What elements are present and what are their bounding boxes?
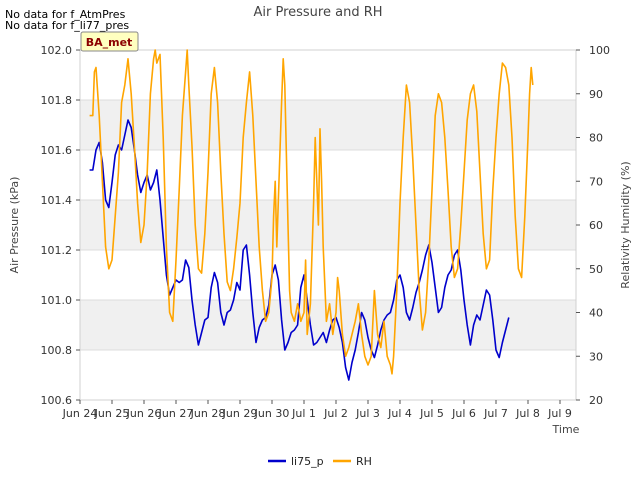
y-right-tick-label-1: 30 bbox=[589, 350, 603, 363]
x-tick-label-11: Jul 5 bbox=[419, 407, 444, 420]
x-tick-label-5: Jun 29 bbox=[222, 407, 258, 420]
y-axis-label-left: Air Pressure (kPa) bbox=[8, 177, 21, 274]
legend: li75_p RH bbox=[268, 455, 372, 468]
series-line-rh bbox=[89, 49, 534, 375]
x-tick-label-4: Jun 28 bbox=[190, 407, 226, 420]
x-tick-label-10: Jul 4 bbox=[387, 407, 412, 420]
y-left-tick-label-0: 100.6 bbox=[41, 394, 73, 407]
x-tick-label-9: Jul 3 bbox=[355, 407, 380, 420]
y-axis-label-right: Relativity Humidity (%) bbox=[619, 161, 632, 288]
x-tick-label-2: Jun 26 bbox=[126, 407, 162, 420]
y-left-tick-label-2: 101.0 bbox=[41, 294, 73, 307]
no-data-note-li77: No data for f_li77_pres bbox=[5, 19, 129, 32]
x-tick-label-8: Jul 2 bbox=[323, 407, 348, 420]
x-tick-label-3: Jun 27 bbox=[158, 407, 194, 420]
y-left-tick-label-1: 100.8 bbox=[41, 344, 73, 357]
axes: 100.6 100.8 101.0 101.2 101.4 101.6 101.8 102.0… bbox=[41, 44, 611, 420]
y-left-tick-label-5: 101.6 bbox=[41, 144, 73, 157]
x-tick-label-15: Jul 9 bbox=[547, 407, 572, 420]
y-right-tick-label-6: 80 bbox=[589, 132, 603, 145]
legend-label-rh: RH bbox=[356, 455, 372, 468]
x-tick-label-14: Jul 8 bbox=[515, 407, 540, 420]
y-left-tick-label-7: 102.0 bbox=[41, 44, 73, 57]
no-data-note-atmpres: No data for f_AtmPres bbox=[5, 8, 126, 21]
y-right-tick-label-8: 100 bbox=[589, 44, 610, 57]
y-right-tick-label-2: 40 bbox=[589, 307, 603, 320]
y-right-tick-label-5: 70 bbox=[589, 175, 603, 188]
x-tick-label-0: Jun 24 bbox=[62, 407, 98, 420]
x-tick-label-12: Jul 6 bbox=[451, 407, 476, 420]
legend-label-li75-p: li75_p bbox=[291, 455, 324, 468]
y-right-tick-label-4: 60 bbox=[589, 219, 603, 232]
y-right-tick-label-3: 50 bbox=[589, 263, 603, 276]
band-2 bbox=[80, 100, 576, 150]
y-left-tick-label-3: 101.2 bbox=[41, 244, 73, 257]
y-left-tick-label-6: 101.8 bbox=[41, 94, 73, 107]
series-line-li75-p bbox=[89, 119, 510, 381]
ba-met-badge: BA_met bbox=[80, 31, 139, 52]
y-right-tick-label-7: 90 bbox=[589, 88, 603, 101]
y-right-tick-label-0: 20 bbox=[589, 394, 603, 407]
x-tick-label-13: Jul 7 bbox=[483, 407, 508, 420]
series-lines bbox=[89, 49, 534, 381]
badge-label: BA_met bbox=[86, 36, 133, 49]
x-tick-label-7: Jul 1 bbox=[291, 407, 316, 420]
chart-title: Air Pressure and RH bbox=[253, 5, 382, 20]
x-axis-label: Time bbox=[552, 423, 580, 436]
x-tick-label-6: Jun 30 bbox=[254, 407, 290, 420]
y-left-tick-label-4: 101.4 bbox=[41, 194, 73, 207]
x-tick-label-1: Jun 25 bbox=[94, 407, 130, 420]
band-1 bbox=[80, 200, 576, 250]
